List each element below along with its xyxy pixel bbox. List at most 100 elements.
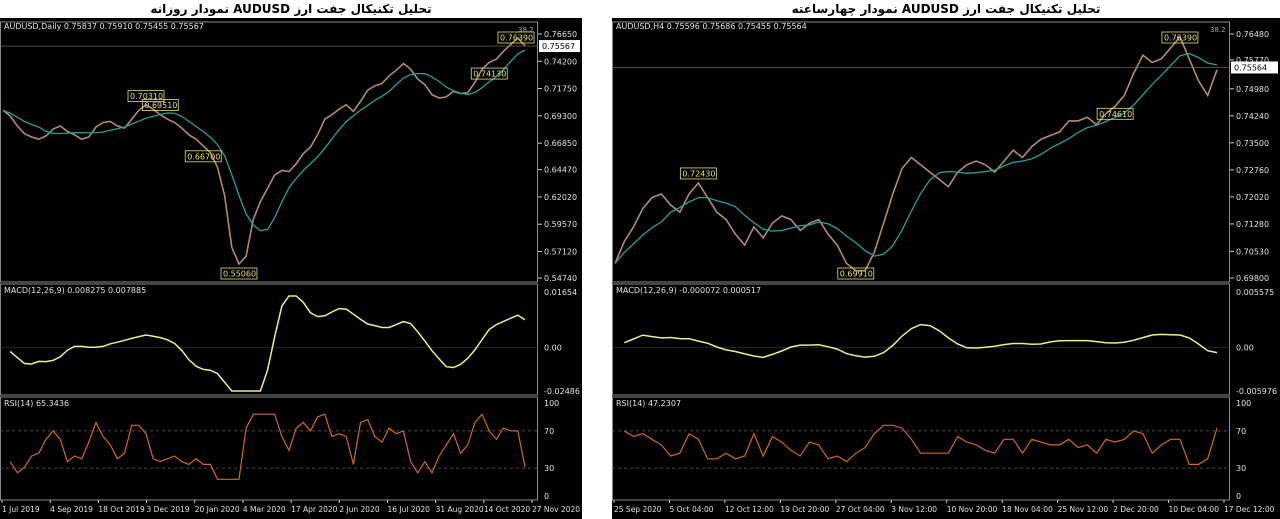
moving-average-line: [614, 52, 1218, 264]
price-label-box: [539, 40, 580, 53]
annotation-label: 0.69510: [144, 101, 177, 110]
x-tick-label: 20 Jan 2020: [195, 505, 240, 514]
pane-frame-1: [612, 283, 1230, 396]
y-tick-label: 0.76480: [1236, 30, 1269, 39]
y-tick-label: 0.71750: [544, 85, 577, 94]
rsi-tick-label: 0: [544, 492, 549, 501]
annotation-box: [837, 267, 875, 280]
pane-frame-2: [0, 396, 538, 501]
y-tick-label: 0.69800: [1236, 274, 1269, 283]
annotation-box: [184, 150, 222, 163]
annotation-label: 0.69910: [840, 270, 873, 279]
annotation-label: 0.55060: [223, 270, 256, 279]
annotation-label: 0.76390: [500, 34, 533, 43]
y-tick-label: 0.74200: [544, 57, 577, 66]
x-tick-label: 2 Jun 2020: [339, 505, 380, 514]
annotation-box: [679, 167, 717, 180]
rsi-header: RSI(14) 47.2307: [616, 399, 681, 408]
pane-frame-0: [612, 21, 1230, 283]
annotation-box: [141, 99, 179, 111]
y-tick-label: 0.72020: [1236, 193, 1269, 202]
pane-frame-2: [612, 396, 1230, 501]
rsi-line: [9, 413, 526, 480]
macd-tick-label: -0.005976: [1236, 387, 1277, 396]
x-tick-label: 4 Mar 2020: [243, 505, 286, 514]
macd-line: [624, 323, 1218, 359]
x-tick-label: 25 Nov 12:00: [1058, 505, 1109, 514]
rsi-tick-label: 70: [544, 427, 554, 436]
x-tick-label: 17 Dec 12:00: [1224, 505, 1275, 514]
rsi-tick-label: 100: [544, 399, 559, 408]
h4-chart-panel: تحلیل تکنیکال جفت ارز AUDUSD نمودار چهار…: [612, 0, 1280, 519]
price-line: [2, 36, 526, 266]
macd-tick-label: 0.00: [544, 344, 562, 353]
x-tick-label: 2 Dec 20:00: [1113, 505, 1159, 514]
rsi-line: [623, 424, 1218, 465]
x-tick-label: 27 Oct 04:00: [836, 505, 885, 514]
x-tick-label: 19 Oct 20:00: [780, 505, 829, 514]
x-tick-label: 27 Nov 2020: [532, 505, 580, 514]
h4-chart-title: تحلیل تکنیکال جفت ارز AUDUSD نمودار چهار…: [612, 0, 1280, 18]
annotation-label: 0.72430: [682, 169, 715, 178]
rsi-tick-label: 0: [1236, 492, 1241, 501]
daily-chart-svg: AUDUSD,Daily 0.75837 0.75910 0.75455 0.7…: [0, 21, 580, 514]
main-header: AUDUSD,Daily 0.75837 0.75910 0.75455 0.7…: [4, 22, 204, 31]
annotation-box: [470, 67, 508, 80]
moving-average-line: [2, 49, 526, 232]
annotation-box: [220, 267, 258, 280]
y-tick-label: 0.74980: [1236, 85, 1269, 94]
y-tick-label: 0.69300: [544, 112, 577, 121]
h4-chart-svg: AUDUSD,H4 0.75596 0.75686 0.75455 0.7556…: [612, 21, 1278, 514]
annotation-label: 0.76390: [1164, 34, 1197, 43]
annotation-label: 0.70310: [130, 92, 163, 101]
annotation-box: [127, 90, 165, 103]
x-tick-label: 16 Jul 2020: [387, 505, 430, 514]
price-label: 0.75567: [542, 42, 575, 51]
y-tick-label: 0.74240: [1236, 112, 1269, 121]
y-tick-label: 0.62020: [544, 193, 577, 202]
x-tick-label: 12 Oct 12:00: [725, 505, 774, 514]
macd-header: MACD(12,26,9) 0.008275 0.007885: [4, 286, 146, 295]
rsi-header: RSI(14) 65.3436: [4, 399, 69, 408]
price-label-box: [1231, 61, 1278, 74]
x-tick-label: 3 Dec 2019: [147, 505, 190, 514]
x-tick-label: 17 Apr 2020: [291, 505, 338, 514]
main-header: AUDUSD,H4 0.75596 0.75686 0.75455 0.7556…: [616, 22, 807, 31]
x-tick-label: 10 Nov 20:00: [947, 505, 998, 514]
annotation-label: 0.74610: [1099, 110, 1132, 119]
x-tick-label: 4 Sep 2019: [50, 505, 93, 514]
daily-chart-panel: تحلیل تکنیکال جفت ارز AUDUSD نمودار روزا…: [0, 0, 582, 519]
y-tick-label: 0.75770: [1236, 56, 1269, 65]
annotation-box: [497, 31, 535, 44]
x-tick-label: 3 Nov 12:00: [891, 505, 937, 514]
x-tick-label: 1 Jul 2019: [2, 505, 40, 514]
x-tick-label: 25 Sep 2020: [614, 505, 662, 514]
macd-header: MACD(12,26,9) -0.000072 0.000517: [616, 286, 761, 295]
x-tick-label: 14 Oct 2020: [484, 505, 531, 514]
macd-tick-label: -0.02486: [544, 387, 580, 396]
x-tick-label: 5 Oct 04:00: [669, 505, 713, 514]
y-tick-label: 0.66850: [544, 139, 577, 148]
x-tick-label: 10 Dec 04:00: [1169, 505, 1220, 514]
x-tick-label: 18 Oct 2019: [98, 505, 145, 514]
annotation-label: 0.74130: [473, 70, 506, 79]
macd-tick-label: 0.00: [1236, 344, 1254, 353]
corner-value: 38.2: [1210, 26, 1226, 34]
price-line: [614, 35, 1218, 272]
rsi-tick-label: 30: [1236, 464, 1246, 473]
x-tick-label: 31 Aug 2020: [436, 505, 484, 514]
pane-frame-1: [0, 283, 538, 396]
y-tick-label: 0.76650: [544, 30, 577, 39]
y-tick-label: 0.72760: [1236, 166, 1269, 175]
y-tick-label: 0.71280: [1236, 220, 1269, 229]
y-tick-label: 0.73500: [1236, 139, 1269, 148]
macd-tick-label: 0.005575: [1236, 288, 1274, 297]
rsi-tick-label: 30: [544, 464, 554, 473]
rsi-tick-label: 100: [1236, 399, 1251, 408]
annotation-box: [1096, 107, 1134, 120]
y-tick-label: 0.70530: [1236, 247, 1269, 256]
price-label: 0.75564: [1234, 63, 1267, 72]
annotation-box: [1161, 31, 1199, 44]
macd-line: [9, 295, 526, 392]
y-tick-label: 0.54740: [544, 274, 577, 283]
